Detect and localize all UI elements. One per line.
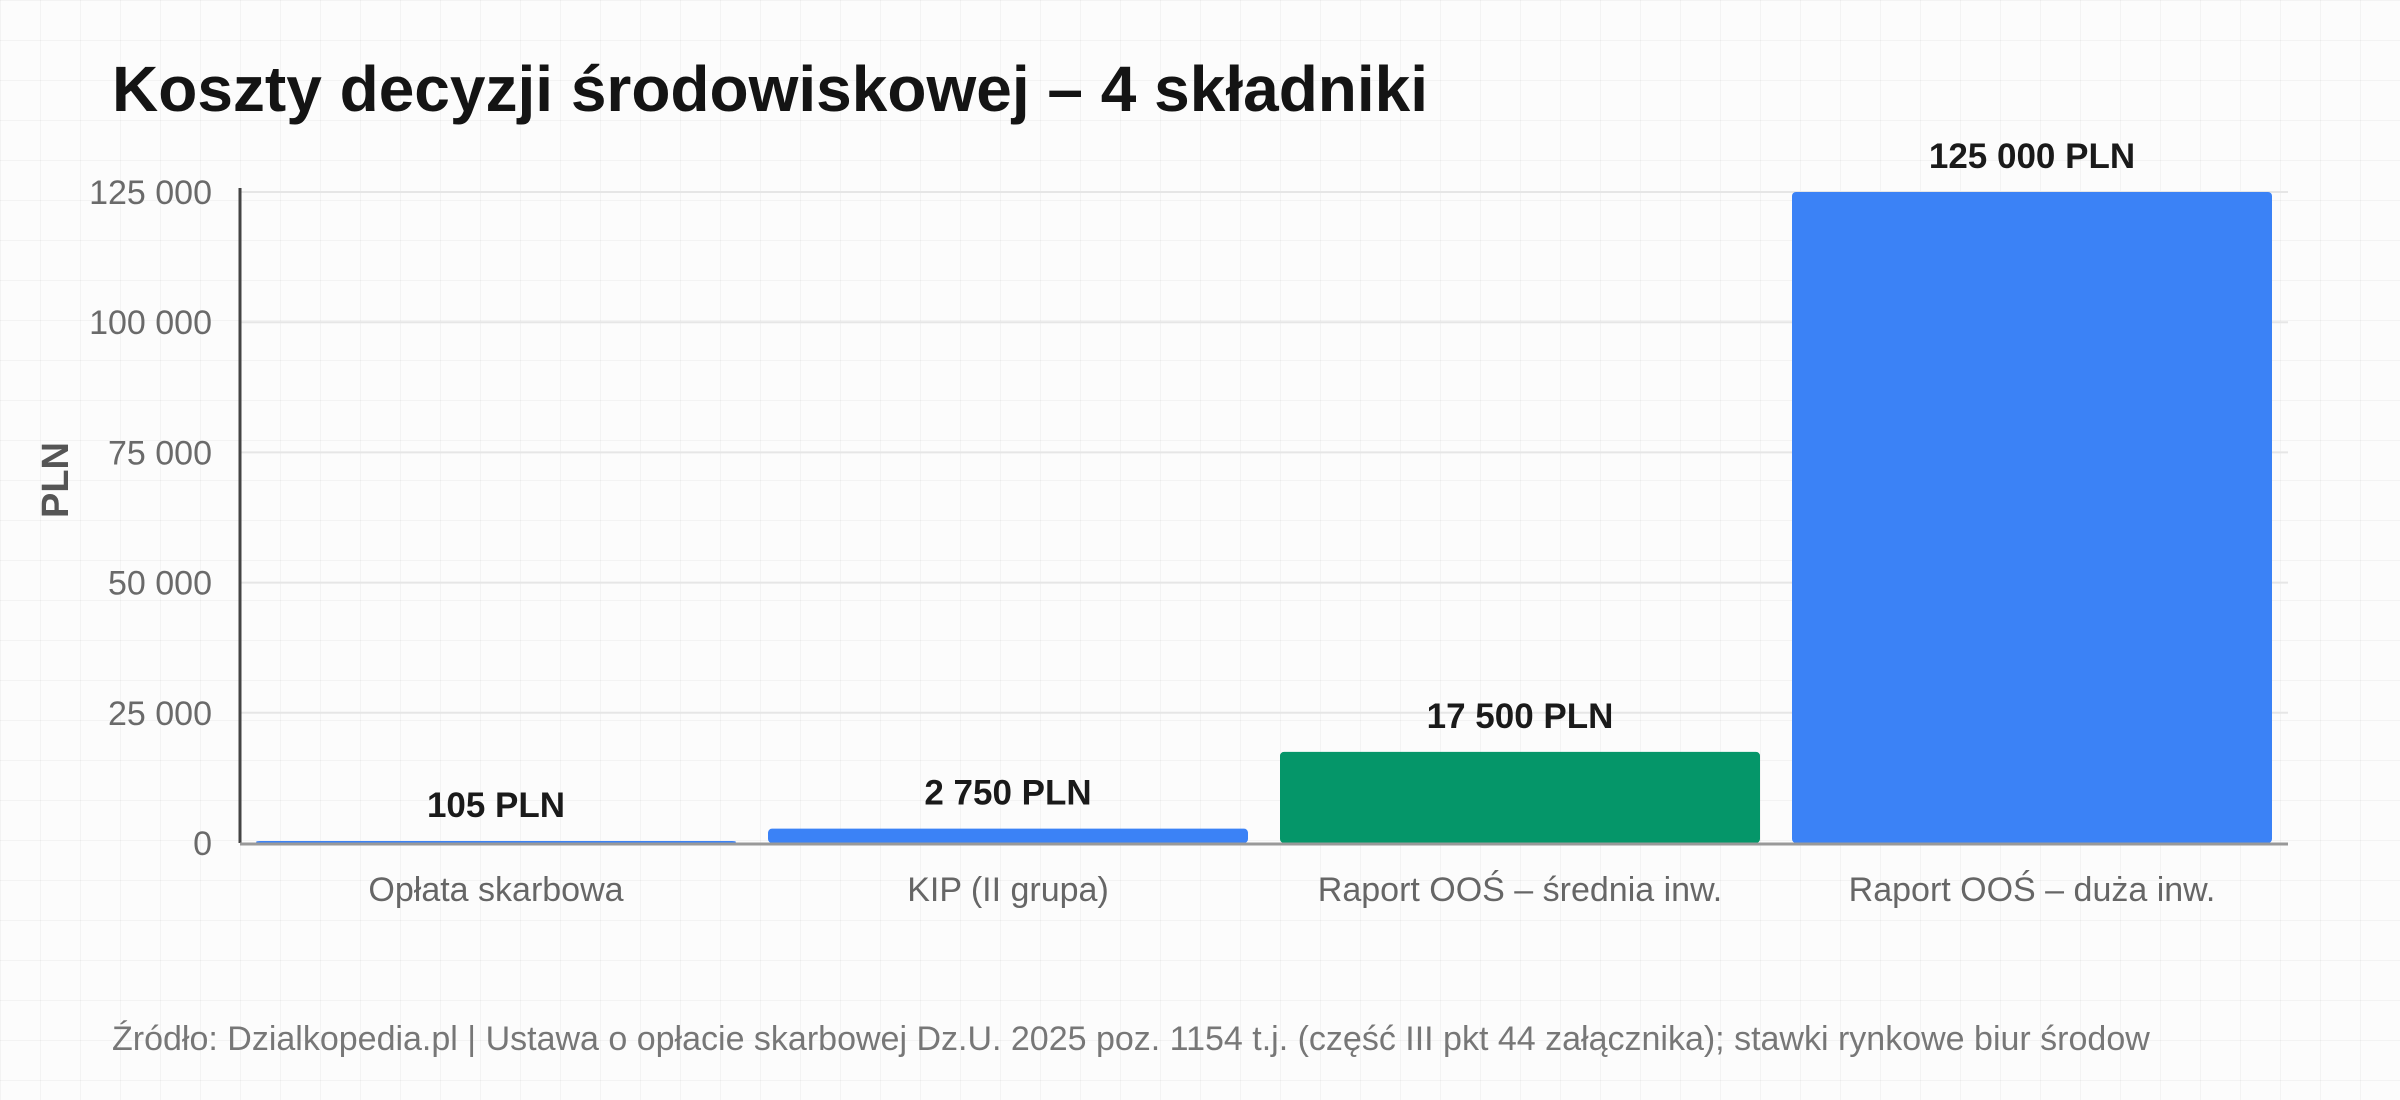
bars — [256, 192, 2272, 843]
y-tick-label: 0 — [193, 825, 212, 863]
y-tick-label: 100 000 — [89, 304, 212, 342]
x-axis-categories: Opłata skarbowa KIP (II grupa) Raport OOŚ … — [368, 870, 2215, 909]
x-category-label: KIP (II grupa) — [907, 871, 1109, 909]
bar-value-label: 105 PLN — [427, 786, 565, 825]
x-category-label: Raport OOŚ – duża inw. — [1849, 870, 2216, 909]
y-tick-label: 25 000 — [108, 695, 212, 733]
x-category-label: Opłata skarbowa — [368, 871, 623, 909]
y-axis-label: PLN — [35, 442, 77, 518]
x-category-label: Raport OOŚ – średnia inw. — [1318, 870, 1722, 909]
source-note: Źródło: Dzialkopedia.pl | Ustawa o opłac… — [112, 1020, 2150, 1058]
y-tick-label: 75 000 — [108, 434, 212, 472]
y-tick-label: 50 000 — [108, 565, 212, 603]
bar-value-label: 2 750 PLN — [924, 774, 1091, 813]
bar-value-label: 17 500 PLN — [1427, 697, 1614, 736]
bar-value-label: 125 000 PLN — [1929, 137, 2135, 176]
bar — [768, 828, 1248, 843]
y-axis-ticks: 0 25 000 50 000 75 000 100 000 125 000 — [89, 174, 212, 863]
y-tick-label: 125 000 — [89, 174, 212, 212]
bar — [1792, 192, 2272, 843]
chart-title: Koszty decyzji środowiskowej – 4 składni… — [112, 53, 1429, 125]
value-labels: 105 PLN 2 750 PLN 17 500 PLN 125 000 PLN — [427, 137, 2135, 825]
bar — [1280, 751, 1760, 843]
